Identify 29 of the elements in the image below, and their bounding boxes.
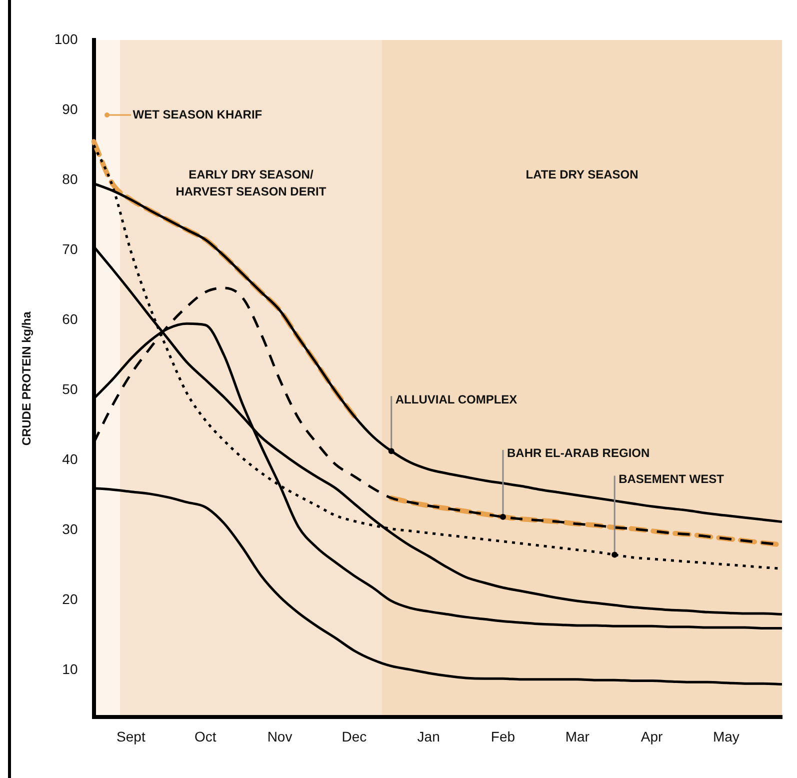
y-tick-label: 10 <box>62 661 78 678</box>
x-tick-label: Dec <box>342 728 367 744</box>
text: ALLUVIAL COMPLEX <box>395 392 518 406</box>
x-tick-label: Mar <box>565 728 590 744</box>
y-tick-label: 100 <box>54 30 78 47</box>
x-tick-label: May <box>712 728 740 744</box>
annotation: WET SEASON KHARIF <box>132 107 262 122</box>
x-tick-label: Apr <box>640 728 664 744</box>
y-tick-label: 50 <box>62 381 78 398</box>
y-tick-label: 90 <box>62 100 78 117</box>
x-tick-label: Feb <box>490 728 516 744</box>
y-tick-label: 60 <box>62 310 78 327</box>
point <box>500 514 506 520</box>
text: BASEMENT WEST <box>618 472 725 486</box>
y-tick-label: 40 <box>62 451 78 468</box>
text: BAHR EL-ARAB REGION <box>506 446 650 460</box>
annotation: LATE DRY SEASON <box>526 167 638 182</box>
y-tick-label: 30 <box>62 521 78 538</box>
point <box>388 448 394 454</box>
annotation: EARLY DRY SEASON/ HARVEST SEASON DERIT <box>176 167 327 198</box>
x-tick-label: Jan <box>417 728 440 744</box>
x-tick-label: Sept <box>116 728 146 744</box>
y-axis-title: CRUDE PROTEIN kg/ha <box>20 311 34 446</box>
y-tick-label: 70 <box>62 240 78 257</box>
y-tick-label: 20 <box>62 591 78 608</box>
x-tick-label: Oct <box>194 728 216 744</box>
x-tick-label: Nov <box>267 728 292 744</box>
y-tick-label: 80 <box>62 170 78 187</box>
point <box>612 552 618 558</box>
